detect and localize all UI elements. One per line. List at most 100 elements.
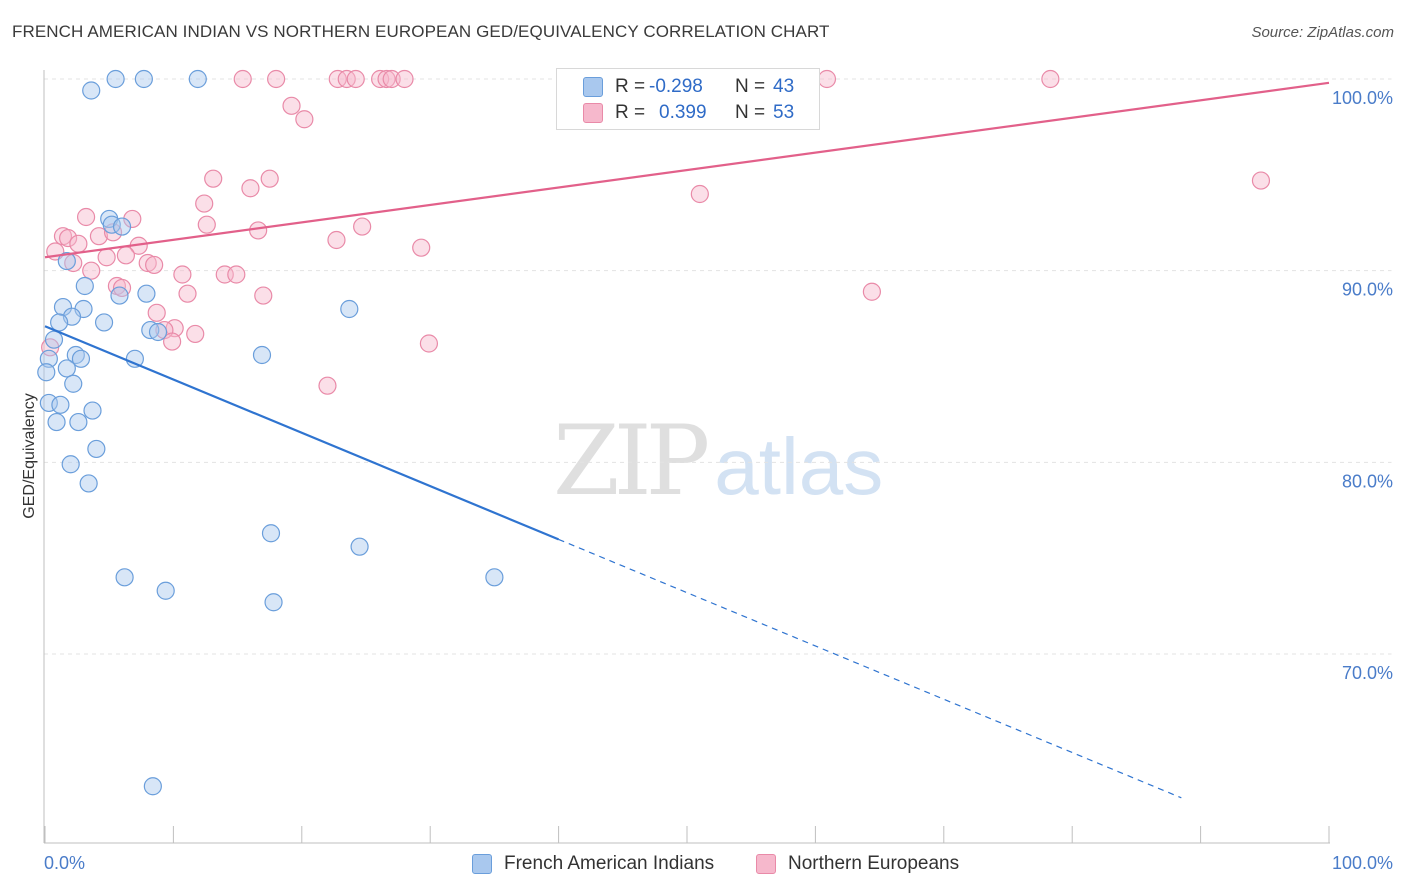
data-point bbox=[50, 313, 69, 332]
data-point bbox=[267, 69, 286, 89]
data-point bbox=[295, 110, 314, 129]
data-point bbox=[44, 330, 64, 349]
data-point bbox=[57, 359, 76, 378]
data-point bbox=[76, 207, 96, 227]
data-point bbox=[353, 217, 372, 236]
chart-source: Source: ZipAtlas.com bbox=[1251, 24, 1394, 41]
legend-r-label: R = bbox=[615, 76, 651, 97]
data-point bbox=[1041, 69, 1060, 89]
data-point bbox=[188, 69, 207, 89]
legend-r-label: R = bbox=[615, 102, 651, 123]
data-point bbox=[61, 455, 80, 474]
data-point bbox=[143, 777, 162, 796]
stats-legend: R = -0.298 N = 43 R = 0.399 N = 53 bbox=[556, 68, 820, 130]
data-point bbox=[412, 238, 431, 257]
axes bbox=[43, 70, 1393, 844]
data-point bbox=[148, 322, 168, 342]
data-point bbox=[51, 395, 70, 414]
y-tick-label: 70.0% bbox=[1342, 663, 1393, 683]
data-point bbox=[227, 265, 246, 284]
data-point bbox=[377, 69, 396, 89]
data-point bbox=[82, 81, 101, 100]
data-point bbox=[163, 332, 182, 351]
data-point bbox=[817, 69, 837, 89]
legend-row-pink: R = 0.399 N = 53 bbox=[557, 101, 819, 125]
x-tick-label: 100.0% bbox=[1332, 853, 1393, 873]
data-point bbox=[249, 221, 268, 240]
data-point bbox=[69, 234, 88, 253]
legend-swatch-blue bbox=[583, 77, 603, 97]
legend-row-blue: R = -0.298 N = 43 bbox=[557, 75, 819, 99]
data-point bbox=[115, 568, 134, 587]
data-point bbox=[241, 179, 260, 198]
data-point bbox=[173, 265, 192, 284]
data-point bbox=[37, 363, 56, 382]
series-legend: French American Indians Northern Europea… bbox=[0, 850, 1406, 878]
data-point bbox=[197, 215, 216, 234]
legend-n-label: N = bbox=[735, 102, 766, 123]
data-point bbox=[1251, 171, 1271, 190]
data-point bbox=[260, 169, 279, 188]
data-point bbox=[123, 209, 142, 229]
legend-label: Northern Europeans bbox=[788, 853, 960, 874]
data-point bbox=[64, 374, 83, 393]
data-point bbox=[82, 261, 101, 280]
trend-line-northern-europeans bbox=[44, 81, 1330, 259]
data-point bbox=[125, 349, 144, 368]
data-point bbox=[261, 524, 281, 543]
legend-item-french-american-indians[interactable]: French American Indians bbox=[472, 850, 714, 878]
data-point bbox=[147, 303, 166, 322]
data-point bbox=[862, 282, 881, 301]
data-point bbox=[156, 581, 175, 600]
data-point bbox=[419, 334, 439, 353]
data-point bbox=[87, 439, 106, 459]
data-point bbox=[83, 401, 102, 420]
data-point bbox=[94, 313, 114, 332]
y-tick-label: 90.0% bbox=[1342, 280, 1393, 300]
data-point bbox=[252, 345, 272, 365]
data-point bbox=[186, 324, 205, 344]
data-point bbox=[318, 376, 337, 395]
data-point bbox=[145, 255, 164, 275]
legend-n-value: 43 bbox=[773, 76, 795, 97]
legend-n-label: N = bbox=[735, 76, 766, 97]
axis-labels: 70.0% 80.0% 90.0% 100.0% 0.0% 100.0% GED/Equiv… bbox=[21, 88, 1393, 873]
data-point bbox=[75, 276, 94, 296]
data-point bbox=[137, 284, 156, 303]
data-point bbox=[106, 69, 125, 89]
legend-n-value: 53 bbox=[773, 102, 795, 123]
points-french-american-indians bbox=[37, 69, 504, 796]
data-point bbox=[39, 349, 58, 368]
data-point bbox=[204, 169, 223, 188]
data-point bbox=[282, 96, 301, 115]
data-point bbox=[110, 286, 129, 305]
y-tick-label: 100.0% bbox=[1332, 88, 1393, 108]
data-point bbox=[134, 69, 153, 89]
data-point bbox=[89, 227, 109, 246]
trend-line-french-american-indians bbox=[44, 325, 560, 541]
data-point bbox=[69, 412, 88, 432]
data-point bbox=[350, 537, 369, 556]
data-point bbox=[254, 286, 273, 305]
data-point bbox=[57, 251, 76, 271]
legend-r-value: 0.399 bbox=[659, 102, 707, 123]
data-point bbox=[112, 217, 132, 236]
data-point bbox=[79, 474, 98, 493]
data-point bbox=[103, 223, 123, 242]
data-point bbox=[59, 228, 78, 248]
data-point bbox=[382, 69, 401, 89]
legend-swatch-blue bbox=[472, 854, 492, 874]
data-point bbox=[340, 299, 359, 319]
legend-item-northern-europeans[interactable]: Northern Europeans bbox=[756, 850, 959, 878]
data-point bbox=[138, 253, 157, 273]
data-point bbox=[116, 246, 135, 265]
data-point bbox=[39, 393, 58, 413]
data-point bbox=[485, 568, 504, 587]
legend-swatch-pink bbox=[583, 103, 603, 123]
data-point bbox=[97, 248, 116, 267]
y-tick-label: 80.0% bbox=[1342, 471, 1393, 491]
x-tick-label: 0.0% bbox=[44, 853, 85, 873]
data-point bbox=[690, 184, 709, 204]
legend-label: French American Indians bbox=[504, 853, 715, 874]
